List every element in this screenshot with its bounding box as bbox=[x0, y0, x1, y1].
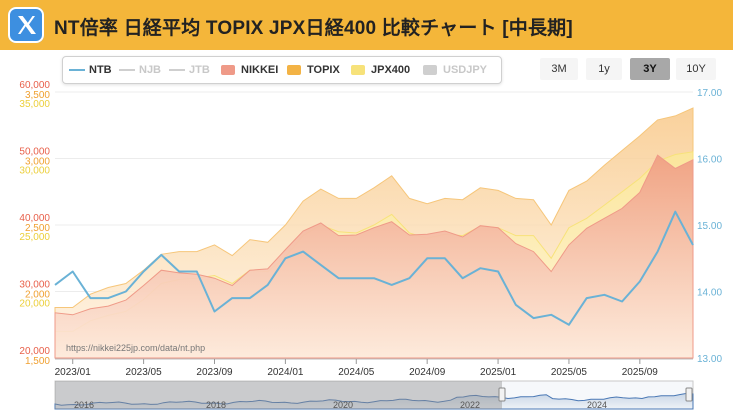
range-button-3y[interactable]: 3Y bbox=[630, 58, 670, 80]
chart-legend: NTB NJB JTB NIKKEI TOPIX JPX400 USDJPY bbox=[62, 56, 502, 84]
y-tick-nikkei: 50,000 bbox=[19, 147, 50, 158]
x-tick-label: 2024/05 bbox=[338, 367, 375, 378]
y-tick-topix: 1,500 bbox=[25, 356, 50, 367]
y-tick-nikkei: 60,000 bbox=[19, 80, 50, 91]
header-bar: NT倍率 日経平均 TOPIX JPX日経400 比較チャート [中長期] bbox=[0, 0, 733, 50]
legend-swatch-icon bbox=[287, 65, 301, 75]
y-tick-topix: 2,500 bbox=[25, 223, 50, 234]
navigator-year-label: 2016 bbox=[74, 400, 94, 410]
series-lines bbox=[54, 210, 694, 326]
time-navigator[interactable]: 2016 2018 2020 2022 2024 bbox=[54, 380, 694, 410]
legend-line-icon bbox=[69, 69, 85, 71]
y-tick-jpx400: 20,000 bbox=[19, 299, 50, 310]
x-tick-label: 2025/09 bbox=[622, 367, 659, 378]
navigator-year-label: 2024 bbox=[587, 400, 607, 410]
navigator-mask bbox=[55, 381, 502, 409]
y-tick-ntb: 13.00 bbox=[697, 354, 722, 365]
y-tick-topix: 2,000 bbox=[25, 290, 50, 301]
line-ntb bbox=[54, 210, 694, 326]
area-nikkei bbox=[54, 154, 694, 359]
legend-line-icon bbox=[169, 69, 185, 71]
legend-label: TOPIX bbox=[307, 64, 340, 76]
y-tick-jpx400: 30,000 bbox=[19, 166, 50, 177]
legend-swatch-icon bbox=[351, 65, 365, 75]
y-tick-ntb: 14.00 bbox=[697, 288, 722, 299]
y-tick-jpx400: 25,000 bbox=[19, 232, 50, 243]
watermark-text: https://nikkei225jp.com/data/nt.php bbox=[66, 343, 205, 353]
y-tick-jpx400: 35,000 bbox=[19, 99, 50, 110]
y-tick-topix: 3,000 bbox=[25, 157, 50, 168]
y-tick-nikkei: 40,000 bbox=[19, 213, 50, 224]
legend-label: USDJPY bbox=[443, 64, 488, 76]
legend-line-icon bbox=[119, 69, 135, 71]
navigator-year-label: 2018 bbox=[206, 400, 226, 410]
y-tick-ntb: 16.00 bbox=[697, 155, 722, 166]
legend-swatch-icon bbox=[221, 65, 235, 75]
legend-label: NIKKEI bbox=[241, 64, 279, 76]
y-tick-nikkei: 30,000 bbox=[19, 280, 50, 291]
navigator-handle bbox=[498, 387, 506, 402]
range-button-1y[interactable]: 1y bbox=[586, 58, 622, 80]
legend-label: JTB bbox=[189, 64, 210, 76]
y-tick-topix: 3,500 bbox=[25, 90, 50, 101]
y-tick-ntb: 17.00 bbox=[697, 88, 722, 99]
page-title: NT倍率 日経平均 TOPIX JPX日経400 比較チャート [中長期] bbox=[54, 18, 573, 39]
range-button-10y[interactable]: 10Y bbox=[676, 58, 716, 80]
legend-label: NTB bbox=[89, 64, 112, 76]
range-button-3m[interactable]: 3M bbox=[540, 58, 578, 80]
x-tick-label: 2025/01 bbox=[480, 367, 517, 378]
y-tick-ntb: 15.00 bbox=[697, 221, 722, 232]
x-tick-label: 2024/01 bbox=[267, 367, 304, 378]
x-tick-label: 2023/09 bbox=[196, 367, 233, 378]
axes: 20,000 30,000 40,000 50,000 60,000 1,500 2,000… bbox=[19, 80, 722, 378]
navigator-handle bbox=[685, 387, 693, 402]
legend-swatch-icon bbox=[423, 65, 437, 75]
x-tick-label: 2025/05 bbox=[551, 367, 588, 378]
navigator-year-label: 2020 bbox=[333, 400, 353, 410]
series-areas bbox=[54, 107, 694, 359]
navigator-series bbox=[54, 392, 694, 410]
x-tick-label: 2023/01 bbox=[55, 367, 92, 378]
legend-label: NJB bbox=[139, 64, 162, 76]
legend-label: JPX400 bbox=[371, 64, 411, 76]
x-tick-label: 2024/09 bbox=[409, 367, 446, 378]
y-tick-nikkei: 20,000 bbox=[19, 346, 50, 357]
navigator-year-label: 2022 bbox=[460, 400, 480, 410]
x-logo-icon[interactable] bbox=[8, 7, 44, 43]
x-tick-label: 2023/05 bbox=[126, 367, 163, 378]
